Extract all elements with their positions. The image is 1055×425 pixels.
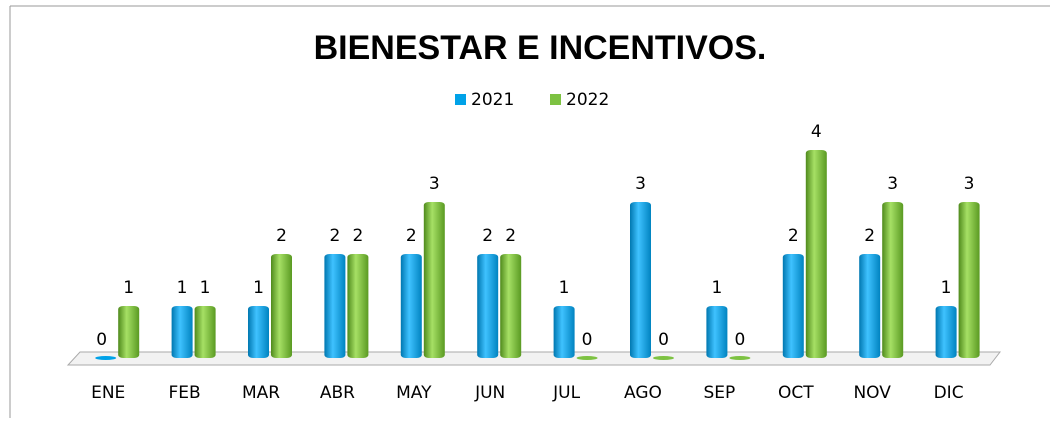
- data-label: 0: [96, 330, 107, 350]
- data-label: 1: [941, 278, 952, 298]
- bar: [706, 306, 728, 358]
- legend-label: 2021: [471, 90, 514, 110]
- data-label: 1: [253, 278, 264, 298]
- data-label: 3: [635, 174, 646, 194]
- bar: [500, 254, 522, 358]
- bar: [423, 202, 445, 358]
- data-label: 2: [329, 226, 340, 246]
- data-label: 0: [582, 330, 593, 350]
- data-label: 2: [505, 226, 516, 246]
- bar: [194, 306, 216, 358]
- bar: [324, 254, 346, 358]
- data-label: 1: [711, 278, 722, 298]
- floor: [66, 351, 1002, 366]
- data-label: 3: [964, 174, 975, 194]
- x-tick-label: JUN: [474, 383, 505, 403]
- legend-swatch: [550, 94, 561, 105]
- data-label: 2: [864, 226, 875, 246]
- bar: [171, 306, 193, 358]
- bar: [859, 254, 881, 358]
- data-label: 1: [123, 278, 134, 298]
- x-tick-label: DIC: [934, 383, 964, 403]
- bar: [118, 306, 140, 358]
- x-tick-label: MAY: [396, 383, 432, 403]
- data-label: 4: [811, 122, 822, 142]
- x-tick-label: SEP: [704, 383, 736, 403]
- bar: [477, 254, 499, 358]
- data-label: 0: [658, 330, 669, 350]
- x-tick-label: JUL: [552, 383, 580, 403]
- data-label: 1: [559, 278, 570, 298]
- bar: [553, 306, 575, 358]
- data-label: 3: [887, 174, 898, 194]
- bar: [882, 202, 904, 358]
- bar: [95, 356, 117, 360]
- legend-swatch: [455, 94, 466, 105]
- x-tick-label: ABR: [320, 383, 355, 403]
- bar: [729, 356, 751, 360]
- chart-title: BIENESTAR E INCENTIVOS.: [314, 29, 767, 67]
- bar: [630, 202, 651, 358]
- data-label: 2: [276, 226, 287, 246]
- x-tick-label: AGO: [624, 383, 662, 403]
- data-label: 2: [788, 226, 799, 246]
- legend-label: 2022: [566, 90, 609, 110]
- bar: [271, 254, 292, 358]
- bar: [400, 254, 422, 358]
- data-label: 2: [406, 226, 417, 246]
- bar: [935, 306, 957, 358]
- data-label: 2: [482, 226, 493, 246]
- x-tick-label: ENE: [91, 383, 125, 403]
- x-tick-label: MAR: [242, 383, 280, 403]
- x-tick-label: NOV: [853, 383, 891, 403]
- bar: [782, 254, 804, 358]
- bar: [958, 202, 980, 358]
- data-label: 2: [352, 226, 363, 246]
- bar: [653, 356, 674, 360]
- data-label: 0: [734, 330, 745, 350]
- bar: [576, 356, 598, 360]
- data-label: 3: [429, 174, 440, 194]
- bar: [347, 254, 369, 358]
- bar: [248, 306, 269, 358]
- data-label: 1: [177, 278, 188, 298]
- x-tick-label: FEB: [169, 383, 201, 403]
- x-tick-label: OCT: [778, 383, 814, 403]
- data-label: 1: [200, 278, 211, 298]
- bar: [805, 150, 827, 358]
